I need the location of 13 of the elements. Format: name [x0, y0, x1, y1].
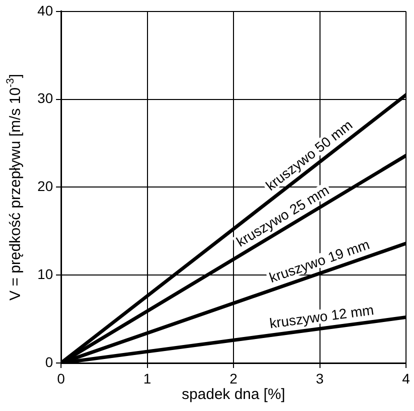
y-tick-label: 20 — [37, 178, 54, 194]
x-tick-label: 3 — [316, 370, 324, 386]
x-tick-label: 2 — [230, 370, 238, 386]
y-tick-label: 10 — [37, 266, 54, 282]
x-tick-label: 4 — [402, 370, 410, 386]
text: kruszywo 12 mm — [268, 302, 375, 332]
y-tick-label: 30 — [37, 90, 54, 106]
y-tick-label: 40 — [37, 2, 54, 18]
x-tick-label: 1 — [143, 370, 152, 386]
x-tick-label: 0 — [57, 370, 66, 386]
y-axis-title: V = prędkość przepływu [m/s 10-3] — [4, 74, 24, 300]
y-tick-label: 0 — [45, 354, 54, 370]
x-axis-title: spadek dna [%] — [182, 386, 286, 404]
